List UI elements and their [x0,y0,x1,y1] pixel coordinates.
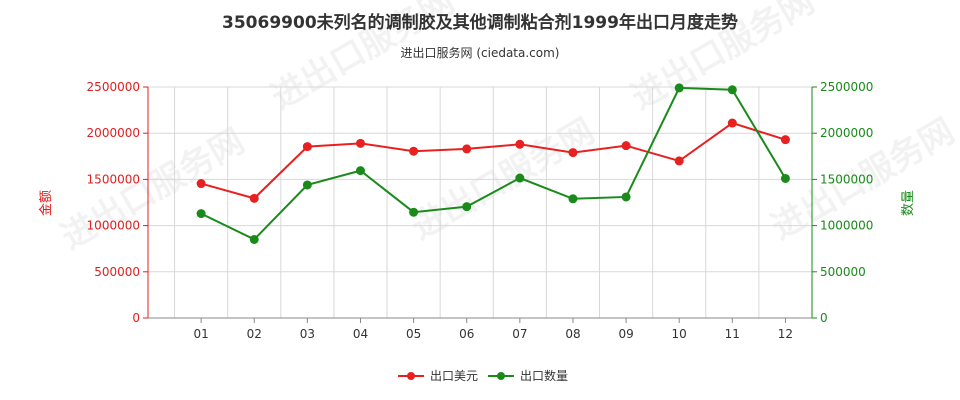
data-point [515,139,525,149]
y-tick-label-left: 2500000 [87,80,140,94]
x-tick-label: 02 [247,327,262,341]
legend-label: 出口数量 [520,368,568,383]
y-tick-label-right: 1000000 [820,219,873,233]
x-tick-label: 05 [406,327,421,341]
y-tick-label-left: 0 [132,311,140,325]
data-point [727,118,737,128]
data-point [568,148,578,158]
data-point [196,179,206,189]
y-axis-right: 0 500000 1000000 1500000 2000000 2500000 [812,80,873,325]
data-point [249,234,259,244]
y-tick-label-right: 2000000 [820,126,873,140]
chart-subtitle: 进出口服务网 (ciedata.com) [400,46,560,60]
x-tick-label: 07 [512,327,527,341]
series-line [200,121,786,200]
data-point [727,85,737,95]
x-tick-label: 06 [459,327,474,341]
y-axis-left-title: 金额 [38,190,54,216]
watermark-text: 进出口服务网 [265,0,462,118]
y-tick-label-left: 2000000 [87,126,140,140]
legend-item-2[interactable]: 出口数量 [488,368,568,383]
legend[interactable]: 出口美元 出口数量 [398,368,568,383]
data-point [674,156,684,166]
y-tick-label-right: 1500000 [820,172,873,186]
y-axis-right-title: 数量 [901,190,916,216]
data-point [355,166,365,176]
data-point [621,141,631,151]
data-point [409,146,419,156]
axes: 0 500000 1000000 1500000 2000000 2500000 0 5000… [38,80,916,341]
grid-lines [148,86,813,319]
data-point [355,138,365,148]
data-point [568,194,578,204]
series-group [196,83,790,244]
data-point [621,192,631,202]
legend-label: 出口美元 [430,369,478,383]
data-point [462,144,472,154]
chart-title: 35069900未列名的调制胶及其他调制粘合剂1999年出口月度走势 [222,13,738,33]
x-tick-label: 09 [618,327,633,341]
y-axis-left: 0 500000 1000000 1500000 2000000 2500000 [87,80,148,325]
series-line [200,86,787,241]
x-tick-label: 11 [725,327,740,341]
data-point [780,135,790,145]
series-1 [196,118,790,203]
x-tick-label: 08 [565,327,580,341]
data-point [515,173,525,183]
data-point [302,180,312,190]
y-tick-label-left: 1500000 [87,172,140,186]
y-tick-label-left: 1000000 [87,219,140,233]
x-tick-label: 12 [778,327,793,341]
x-tick-label: 10 [672,327,687,341]
y-tick-label-right: 500000 [820,265,866,279]
x-tick-label: 03 [300,327,315,341]
data-point [249,193,259,203]
y-tick-label-left: 500000 [94,265,140,279]
data-point [462,202,472,212]
legend-item-1[interactable]: 出口美元 [398,369,478,383]
data-point [780,173,790,183]
data-point [196,209,206,219]
series-2 [196,83,790,244]
data-point [409,207,419,217]
data-point [302,142,312,152]
legend-swatch-marker [497,372,505,380]
watermark-text: 进出口服务网 [625,0,822,118]
y-tick-label-right: 0 [820,311,828,325]
y-tick-label-right: 2500000 [820,80,873,94]
data-point [674,83,684,93]
legend-swatch-marker [407,372,415,380]
x-tick-label: 04 [353,327,368,341]
x-tick-label: 01 [193,327,208,341]
